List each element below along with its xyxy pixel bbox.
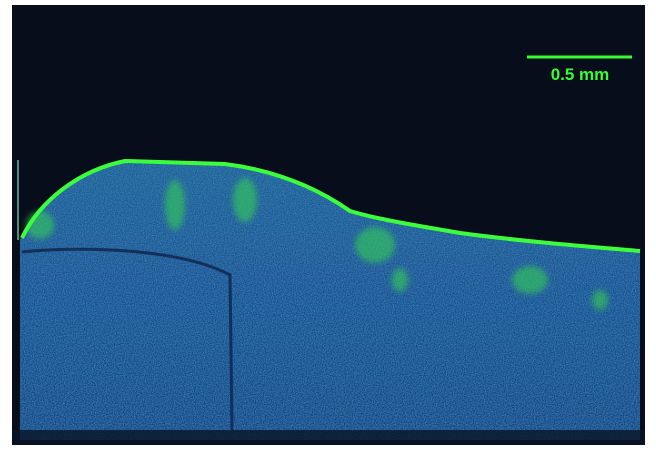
page: 0.5 mm (() => { const data = JSON.parse(… bbox=[0, 0, 656, 455]
scale-bar-label: 0.5 mm bbox=[551, 65, 610, 84]
oct-image: 0.5 mm bbox=[0, 0, 656, 455]
